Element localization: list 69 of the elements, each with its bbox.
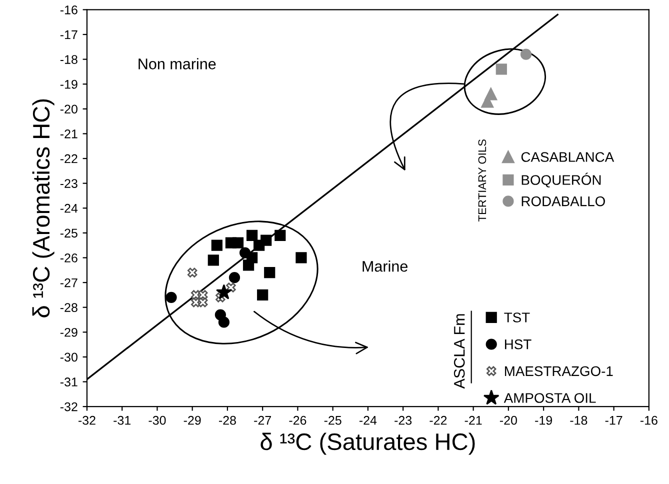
annotation: TERTIARY OILS [478, 139, 486, 222]
x-tick-label: -17 [605, 416, 622, 425]
point [260, 234, 272, 246]
y-tick-label: -29 [60, 328, 78, 337]
x-tick-label: -26 [289, 416, 306, 425]
point [257, 289, 268, 300]
y-tick-label: -25 [60, 228, 78, 238]
y-axis-title: δ ¹³C (Aromatics HC) [32, 99, 54, 318]
legend-label: MAESTRAZGO-1 [504, 366, 613, 376]
x-tick-label: -22 [430, 416, 447, 425]
x-tick-label: -30 [148, 416, 166, 425]
x-tick-label: -21 [464, 416, 482, 425]
point [274, 230, 286, 241]
x-tick-label: -27 [254, 416, 271, 425]
x-tick-label: -19 [535, 416, 552, 425]
legend-label: CASABLANCA [521, 152, 614, 162]
y-tick-label: -31 [60, 378, 78, 386]
x-tick-label: -28 [218, 416, 236, 425]
x-tick-label: -24 [359, 416, 377, 425]
point [218, 316, 230, 328]
y-tick-label: -16 [60, 5, 78, 14]
x-tick-label: -23 [394, 416, 412, 425]
y-tick-label: -26 [60, 254, 78, 262]
x-tick-label: -31 [114, 416, 131, 425]
y-tick-label: -19 [60, 80, 78, 89]
point [198, 290, 208, 300]
x-tick-label: -20 [500, 416, 517, 425]
point [520, 48, 532, 60]
x-axis-title: δ ¹³C (Saturates HC) [260, 432, 475, 455]
x-tick-label: -32 [78, 416, 96, 425]
point [496, 64, 507, 75]
point [239, 247, 251, 258]
annotation: Non marine [138, 58, 216, 70]
point [246, 230, 258, 241]
y-tick-label: -27 [60, 278, 78, 288]
point [481, 95, 494, 108]
point [242, 260, 254, 271]
point [166, 292, 177, 303]
point [187, 268, 198, 278]
annotation: ASCLA Fm [454, 314, 465, 389]
y-tick-label: -20 [60, 104, 78, 114]
point [226, 282, 236, 292]
y-tick-label: -28 [60, 303, 78, 312]
y-tick-label: -17 [60, 30, 78, 40]
legend-label: TST [504, 312, 530, 322]
y-tick-label: -22 [60, 154, 78, 164]
x-tick-label: -25 [324, 416, 342, 425]
point [228, 272, 240, 284]
y-tick-label: -32 [60, 402, 78, 412]
point [264, 267, 276, 278]
legend-label: HST [504, 339, 532, 350]
y-tick-label: -30 [60, 352, 78, 362]
y-tick-label: -18 [60, 55, 78, 64]
legend-label: BOQUERÓN [522, 172, 601, 188]
annotation: Marine [362, 260, 408, 272]
y-tick-label: -23 [60, 179, 78, 188]
x-tick-label: -18 [570, 416, 588, 425]
y-tick-label: -21 [60, 130, 78, 138]
point [208, 254, 219, 266]
legend-label: AMPOSTA OIL [504, 393, 596, 403]
point [198, 298, 208, 308]
point [296, 252, 307, 264]
x-tick-label: -29 [184, 416, 201, 425]
legend-label: RODABALLO [522, 196, 605, 206]
point [232, 237, 244, 248]
point [216, 284, 232, 300]
point [211, 240, 222, 251]
x-tick-label: -16 [640, 416, 658, 425]
y-tick-label: -24 [60, 204, 78, 213]
